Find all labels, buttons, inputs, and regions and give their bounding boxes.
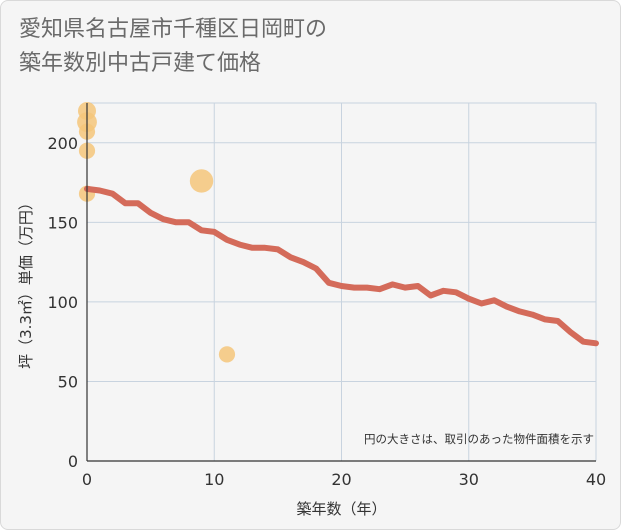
chart-title: 愛知県名古屋市千種区日岡町の 築年数別中古戸建て価格	[19, 13, 579, 81]
y-axis-label: 坪（3.3㎡）単価（万円）	[17, 195, 35, 369]
x-axis-label: 築年数（年）	[296, 500, 386, 518]
scatter-point	[218, 346, 236, 363]
scatter-point	[189, 169, 214, 193]
y-tick-label: 50	[58, 372, 78, 391]
axes	[86, 103, 596, 462]
y-tick-label: 0	[68, 452, 78, 471]
bubble-size-note: 円の大きさは、取引のあった物件面積を示す	[364, 432, 594, 446]
x-tick-label: 30	[459, 470, 479, 489]
x-tick-label: 10	[204, 470, 224, 489]
average-price-line	[84, 185, 599, 347]
y-tick-label: 200	[47, 134, 78, 153]
x-tick-label: 40	[586, 470, 606, 489]
x-tick-label: 20	[331, 470, 351, 489]
chart-title-line-2: 築年数別中古戸建て価格	[19, 51, 262, 76]
y-tick-label: 100	[47, 293, 78, 312]
grid-lines	[87, 102, 597, 461]
y-tick-labels: 0 50 100 150 200	[47, 134, 78, 471]
y-tick-label: 150	[47, 213, 78, 232]
x-tick-labels: 0 10 20 30 40	[82, 470, 606, 489]
chart-title-line-1: 愛知県名古屋市千種区日岡町の	[19, 17, 328, 42]
x-tick-label: 0	[82, 470, 92, 489]
